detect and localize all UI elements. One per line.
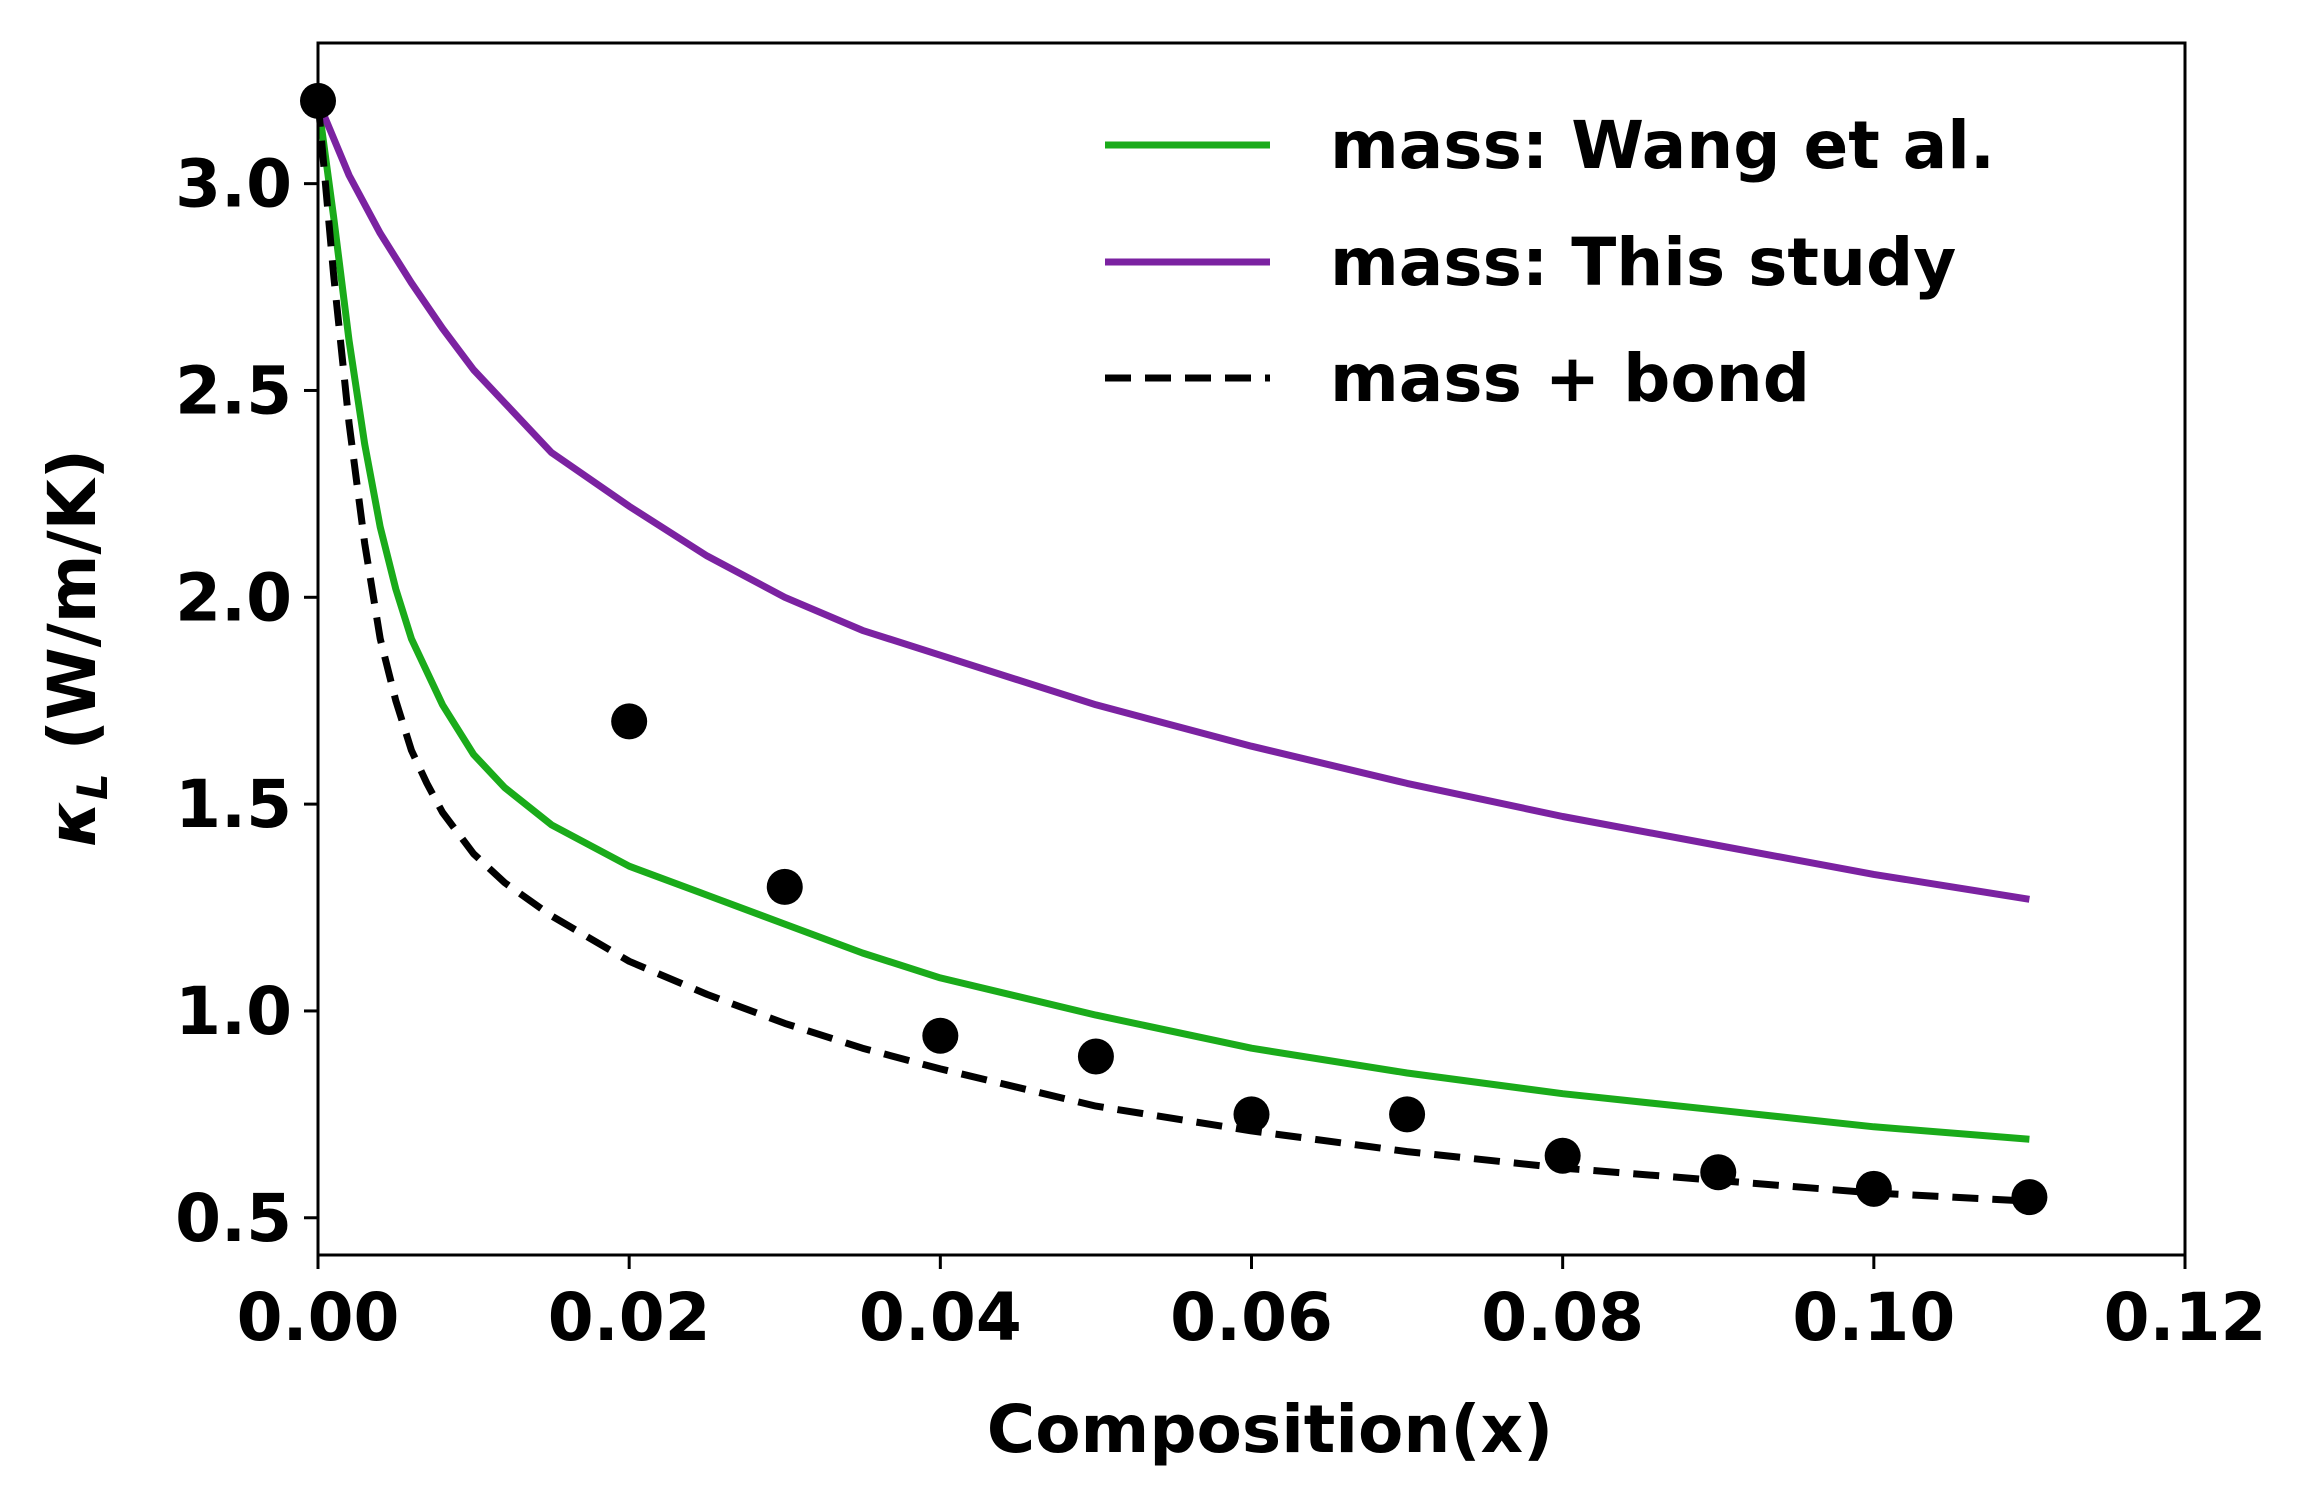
- y-tick-label: 2.5: [175, 352, 292, 429]
- series-line-1: [314, 99, 2030, 903]
- y-tick-label: 3.0: [175, 146, 292, 223]
- x-axis-label: Composition(x): [987, 1391, 1553, 1468]
- series-line-0: [314, 100, 2030, 1143]
- data-point: [1544, 1137, 1581, 1174]
- y-tick-label: 2.0: [175, 559, 292, 636]
- plot-area-frame: [316, 41, 2187, 1257]
- y-tick-label: 1.0: [175, 973, 292, 1050]
- data-point: [1855, 1170, 1892, 1207]
- legend: mass: Wang et al. mass: This study mass + …: [1105, 107, 1995, 417]
- y-axis-label-unit: (W/m/K): [34, 449, 111, 773]
- x-tick-label: 0.10: [1792, 1279, 1955, 1356]
- series-layer: [314, 99, 2030, 1205]
- y-axis-label-subscript: L: [68, 773, 117, 800]
- data-points-layer: [300, 82, 2048, 1216]
- data-point: [766, 868, 803, 905]
- x-tick-label: 0.04: [859, 1279, 1022, 1356]
- data-point: [1233, 1096, 1270, 1133]
- legend-label-2: mass + bond: [1330, 340, 1810, 417]
- data-point: [1389, 1096, 1426, 1133]
- y-axis-label-symbol: κ: [34, 800, 111, 847]
- x-tick-label: 0.00: [237, 1279, 400, 1356]
- x-tick-label: 0.08: [1481, 1279, 1644, 1356]
- y-axis-label: κL (W/m/K): [34, 449, 117, 847]
- data-point: [2011, 1179, 2048, 1216]
- data-point: [922, 1017, 959, 1054]
- axis-ticks-layer: 0.00 0.02 0.04 0.06 0.08 0.10 0.12 0.5 1.0 1.5 2.0…: [175, 146, 2266, 1356]
- x-tick-label: 0.06: [1170, 1279, 1333, 1356]
- y-tick-label: 1.5: [175, 766, 292, 843]
- series-line-2: [314, 100, 2030, 1205]
- x-tick-label: 0.02: [548, 1279, 711, 1356]
- y-tick-label: 0.5: [175, 1180, 292, 1257]
- data-point: [611, 703, 648, 740]
- data-point: [1700, 1154, 1737, 1191]
- legend-label-0: mass: Wang et al.: [1330, 107, 1995, 184]
- data-point: [1077, 1038, 1114, 1075]
- x-tick-label: 0.12: [2104, 1279, 2267, 1356]
- legend-label-1: mass: This study: [1330, 224, 1956, 301]
